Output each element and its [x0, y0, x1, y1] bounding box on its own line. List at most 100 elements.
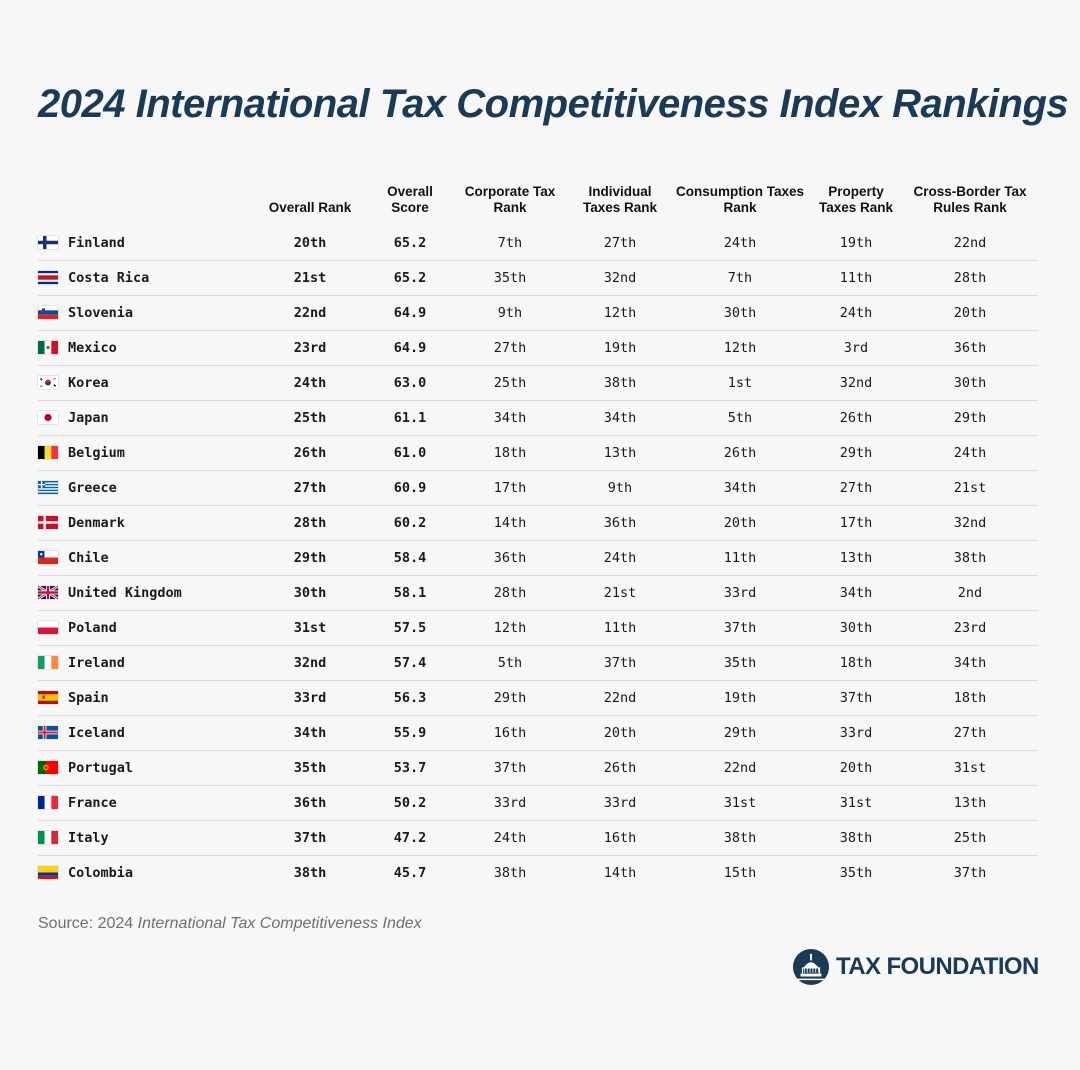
- property-taxes-rank-cell: 11th: [810, 260, 902, 296]
- consumption-taxes-rank-cell: 15th: [723, 865, 757, 881]
- country-name: Greece: [68, 480, 117, 496]
- country-cell: Costa Rica: [38, 260, 250, 296]
- corporate-tax-rank-cell: 16th: [450, 715, 570, 751]
- corporate-tax-rank-cell: 27th: [450, 330, 570, 366]
- consumption-taxes-rank-cell: 1st: [670, 365, 810, 401]
- cross-border-tax-rules-rank-cell: 23rd: [902, 610, 1038, 646]
- country-cell: Belgium: [38, 435, 250, 471]
- country-cell: Poland: [38, 610, 250, 646]
- mexico-flag: [38, 341, 58, 354]
- overall-rank-cell: 37th: [250, 820, 370, 856]
- corporate-tax-rank-cell: 17th: [450, 470, 570, 506]
- overall-score-cell: 65.2: [370, 260, 450, 296]
- individual-taxes-rank-cell: 13th: [570, 435, 670, 471]
- country-name: Belgium: [68, 445, 125, 461]
- country-name: Costa Rica: [68, 270, 150, 286]
- table-row: Poland 31st 57.5 12th 11th 37th 30th 23rd: [38, 610, 1038, 646]
- country-name: Spain: [68, 690, 109, 706]
- country-name: Iceland: [68, 725, 125, 741]
- property-taxes-rank-cell: 34th: [810, 575, 902, 611]
- corporate-tax-rank-cell: 29th: [450, 680, 570, 716]
- cross-border-tax-rules-rank-cell: 2nd: [902, 575, 1038, 611]
- cross-border-tax-rules-rank-cell: 37th: [953, 865, 987, 881]
- source-title: International Tax Competitiveness Index: [137, 915, 422, 932]
- consumption-taxes-rank-cell: 33rd: [670, 575, 810, 611]
- individual-taxes-rank-cell: 22nd: [570, 680, 670, 716]
- overall-rank-cell: 29th: [250, 540, 370, 576]
- individual-taxes-rank-cell: 19th: [570, 330, 670, 366]
- overall-score-cell: 55.9: [370, 715, 450, 751]
- cross-border-tax-rules-rank-cell: 24th: [902, 435, 1038, 471]
- individual-taxes-rank-cell: 26th: [570, 750, 670, 786]
- overall-rank-cell: 24th: [250, 365, 370, 401]
- table-row: Greece 27th 60.9 17th 9th 34th 27th 21st: [38, 470, 1038, 506]
- consumption-taxes-rank-cell: 29th: [670, 715, 810, 751]
- overall-score-cell: 58.1: [370, 575, 450, 611]
- overall-score-cell: 60.2: [370, 505, 450, 541]
- overall-score-cell: 64.9: [370, 330, 450, 366]
- cross-border-tax-rules-rank-cell: 27th: [902, 715, 1038, 751]
- overall-score-cell: 65.2: [370, 226, 450, 261]
- overall-rank-cell: 33rd: [250, 680, 370, 716]
- property-taxes-rank-cell: 29th: [810, 435, 902, 471]
- consumption-taxes-rank-cell: 19th: [670, 680, 810, 716]
- country-name: Denmark: [68, 515, 125, 531]
- individual-taxes-rank-cell: 36th: [570, 505, 670, 541]
- source-prefix: Source: 2024: [38, 915, 138, 932]
- corporate-tax-rank-cell: 38th: [493, 865, 527, 881]
- slovenia-flag: [38, 306, 58, 319]
- logo-text: TAX FOUNDATION: [836, 953, 1039, 980]
- portugal-flag: [38, 761, 58, 774]
- table-row: Belgium 26th 61.0 18th 13th 26th 29th 24th: [38, 435, 1038, 471]
- consumption-taxes-rank-cell: 5th: [670, 400, 810, 436]
- individual-taxes-rank-cell: 20th: [570, 715, 670, 751]
- table-row: Italy 37th 47.2 24th 16th 38th 38th 25th: [38, 820, 1038, 856]
- overall-rank-cell: 26th: [250, 435, 370, 471]
- overall-rank-cell: 34th: [250, 715, 370, 751]
- property-taxes-rank-cell: 30th: [810, 610, 902, 646]
- corporate-tax-rank-cell: 33rd: [450, 785, 570, 821]
- source-note: Source: 2024 International Tax Competiti…: [38, 915, 422, 933]
- country-cell: United Kingdom: [38, 575, 250, 611]
- individual-taxes-rank-cell: 14th: [603, 865, 637, 881]
- consumption-taxes-rank-cell: 12th: [670, 330, 810, 366]
- corporate-tax-rank-cell: 7th: [450, 226, 570, 261]
- country-cell: Portugal: [38, 750, 250, 786]
- table-row: Spain 33rd 56.3 29th 22nd 19th 37th 18th: [38, 680, 1038, 716]
- france-flag: [38, 796, 58, 809]
- country-cell: Mexico: [38, 330, 250, 366]
- united-kingdom-flag: [38, 586, 58, 599]
- table-row: Chile 29th 58.4 36th 24th 11th 13th 38th: [38, 540, 1038, 576]
- cross-border-tax-rules-rank-cell: 22nd: [902, 226, 1038, 261]
- country-cell: Slovenia: [38, 295, 250, 331]
- table-row: Portugal 35th 53.7 37th 26th 22nd 20th 31st: [38, 750, 1038, 786]
- individual-taxes-rank-cell: 34th: [570, 400, 670, 436]
- overall-rank-cell: 38th: [293, 865, 327, 881]
- table-row: Colombia 38th 45.7 38th 14th 15th 35th 37th: [38, 856, 1038, 891]
- overall-rank-cell: 20th: [250, 226, 370, 261]
- country-cell: Denmark: [38, 505, 250, 541]
- denmark-flag: [38, 516, 58, 529]
- table-row: Ireland 32nd 57.4 5th 37th 35th 18th 34th: [38, 645, 1038, 681]
- column-header: Overall Rank: [268, 200, 352, 215]
- property-taxes-rank-cell: 26th: [810, 400, 902, 436]
- overall-rank-cell: 35th: [250, 750, 370, 786]
- cross-border-tax-rules-rank-cell: 32nd: [902, 505, 1038, 541]
- corporate-tax-rank-cell: 12th: [450, 610, 570, 646]
- individual-taxes-rank-cell: 16th: [570, 820, 670, 856]
- column-header: Consumption Taxes Rank: [675, 184, 804, 215]
- korea-flag: [38, 376, 58, 389]
- poland-flag: [38, 621, 58, 634]
- table-row: Iceland 34th 55.9 16th 20th 29th 33rd 27th: [38, 715, 1038, 751]
- overall-score-cell: 63.0: [370, 365, 450, 401]
- country-cell: Italy: [38, 820, 250, 856]
- country-cell: Chile: [38, 540, 250, 576]
- property-taxes-rank-cell: 20th: [810, 750, 902, 786]
- page-title: 2024 International Tax Competitiveness I…: [38, 82, 1069, 126]
- property-taxes-rank-cell: 17th: [810, 505, 902, 541]
- costa-rica-flag: [38, 271, 58, 284]
- table-header-row: Overall Rank Overall Score Corporate Tax…: [38, 166, 1038, 226]
- cross-border-tax-rules-rank-cell: 13th: [902, 785, 1038, 821]
- overall-rank-cell: 32nd: [250, 645, 370, 681]
- italy-flag: [38, 831, 58, 844]
